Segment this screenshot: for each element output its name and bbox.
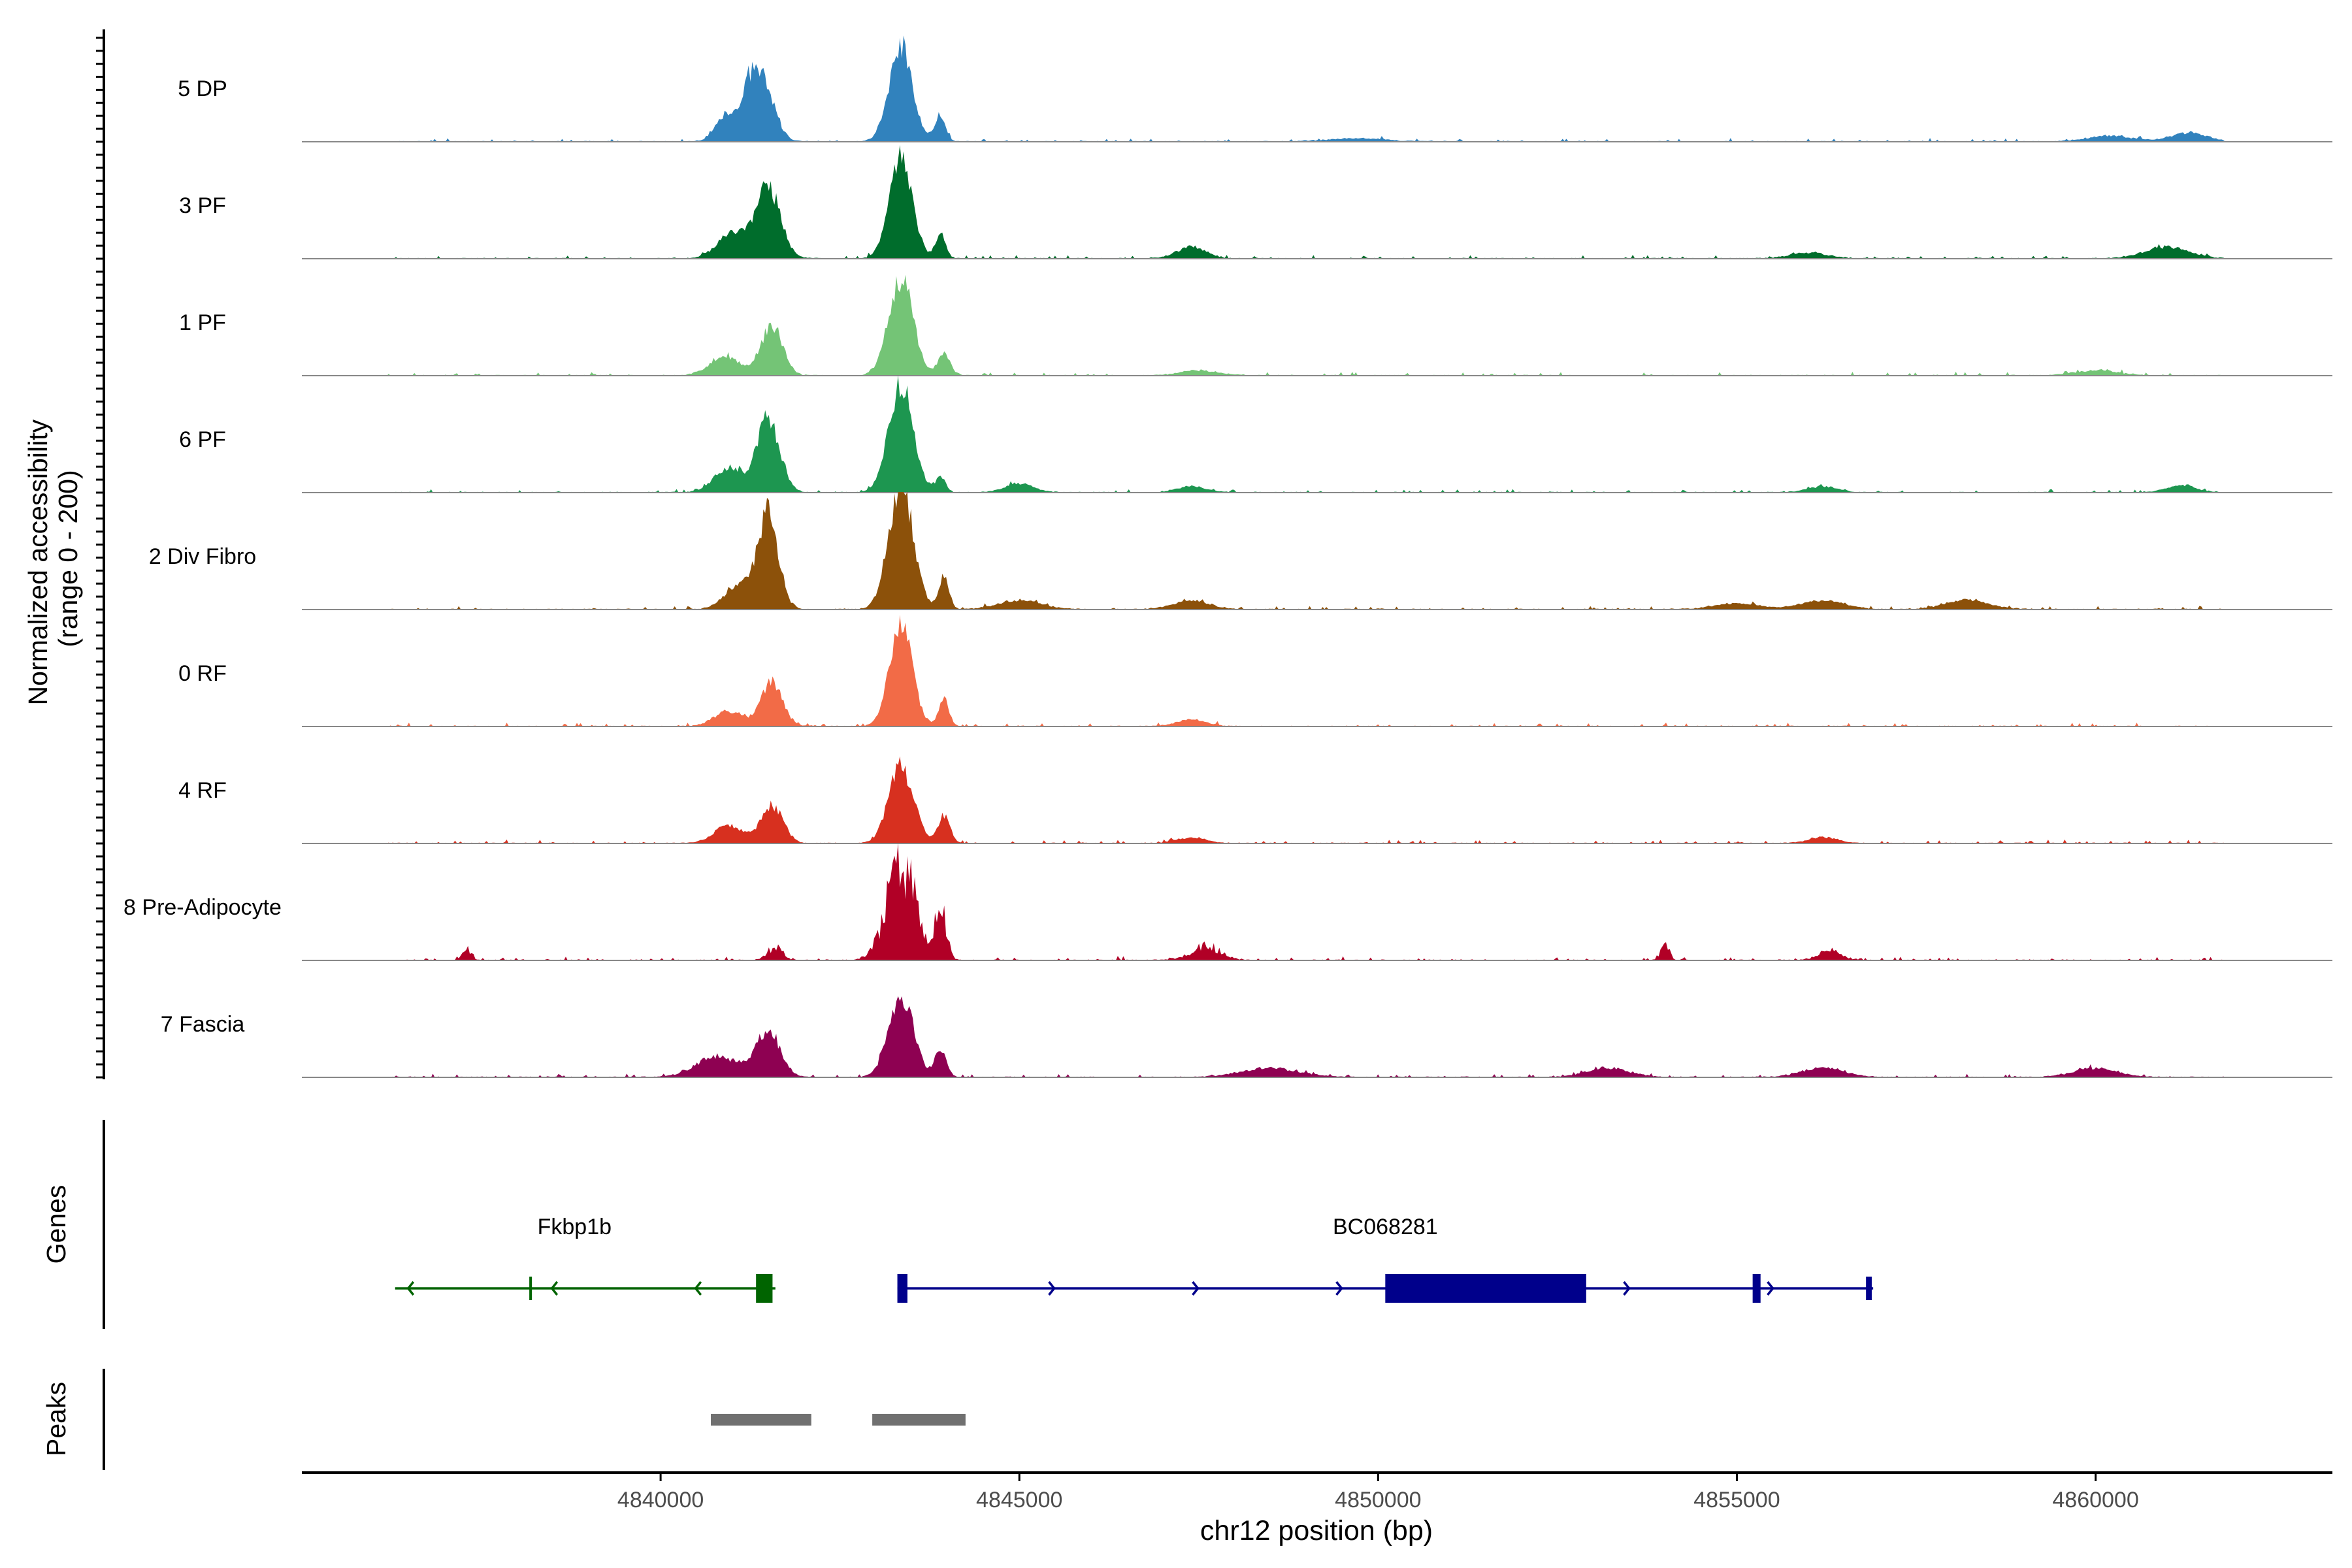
gene-name-label: BC068281 (1333, 1215, 1438, 1239)
gene-annotation-track: Fkbp1b BC068281 (395, 1215, 1874, 1303)
coverage-area (302, 274, 2332, 376)
strand-arrow (1048, 1281, 1056, 1296)
gene-name-label: Fkbp1b (538, 1215, 612, 1239)
x-tick-label: 4855000 (1693, 1488, 1780, 1512)
track-4-rf: 4 RF (178, 756, 2332, 844)
coverage-area (302, 843, 2332, 960)
gene-exon (529, 1277, 532, 1300)
gene-exon (1866, 1277, 1872, 1300)
track-label: 7 Fascia (161, 1012, 245, 1037)
coverage-area (302, 756, 2332, 843)
track-5-dp: 5 DP (178, 35, 2332, 142)
coverage-area (302, 375, 2332, 493)
track-7-fascia: 7 Fascia (161, 996, 2332, 1078)
track-label: 5 DP (178, 76, 227, 101)
x-axis-label: chr12 position (bp) (1200, 1515, 1433, 1546)
y-axis-label: Normalized accessibility (range 0 - 200) (23, 412, 83, 706)
track-6-pf: 6 PF (179, 375, 2332, 493)
peak-region-bar (710, 1414, 811, 1426)
track-8-pre-adipocyte: 8 Pre-Adipocyte (123, 843, 2332, 961)
coverage-area (302, 145, 2332, 259)
track-2-div-fibro: 2 Div Fibro (149, 492, 2332, 610)
x-axis: 4840000 4845000 4850000 4855000 4860000 (302, 1471, 2332, 1512)
peak-region-bar (872, 1414, 966, 1426)
coverage-tracks: 5 DP 3 PF 1 PF 6 PF 2 Div Fibro 0 RF 4 RF 8 Pre… (123, 35, 2332, 1078)
gene-bc068281: BC068281 (897, 1215, 1874, 1303)
gene-exon (1752, 1274, 1761, 1303)
strand-arrow (1192, 1281, 1200, 1296)
strand-arrow (694, 1281, 702, 1296)
track-1-pf: 1 PF (179, 274, 2332, 376)
coverage-area (302, 35, 2332, 142)
strand-arrow (550, 1281, 559, 1296)
coverage-area (302, 492, 2332, 610)
y-axis-label-line2: (range 0 - 200) (53, 470, 83, 647)
track-label: 6 PF (179, 427, 226, 452)
coverage-area (302, 615, 2332, 727)
x-tick-label: 4840000 (617, 1488, 704, 1512)
x-tick-label: 4850000 (1335, 1488, 1421, 1512)
gene-fkbp1b: Fkbp1b (395, 1215, 776, 1303)
x-tick-label: 4845000 (976, 1488, 1062, 1512)
strand-arrow (1623, 1281, 1631, 1296)
track-label: 3 PF (179, 193, 226, 218)
track-3-pf: 3 PF (179, 145, 2332, 259)
x-tick-label: 4860000 (2052, 1488, 2138, 1512)
coverage-area (302, 996, 2332, 1077)
track-label: 2 Div Fibro (149, 544, 256, 569)
strand-arrow (1335, 1281, 1343, 1296)
track-label: 4 RF (178, 778, 227, 803)
track-label: 0 RF (178, 661, 227, 686)
track-label: 1 PF (179, 310, 226, 335)
genes-panel-label: Genes (41, 1185, 71, 1264)
y-axis-label-line1: Normalized accessibility (23, 419, 53, 705)
track-0-rf: 0 RF (178, 615, 2332, 727)
peak-regions-track (710, 1414, 966, 1426)
gene-exon (897, 1274, 907, 1303)
coverage-axis (96, 29, 105, 1079)
strand-arrow (406, 1281, 415, 1296)
gene-exon (756, 1274, 773, 1303)
track-label: 8 Pre-Adipocyte (123, 895, 282, 920)
gene-exon (1385, 1274, 1586, 1303)
strand-arrow (1767, 1281, 1774, 1296)
peaks-panel-label: Peaks (41, 1382, 71, 1456)
